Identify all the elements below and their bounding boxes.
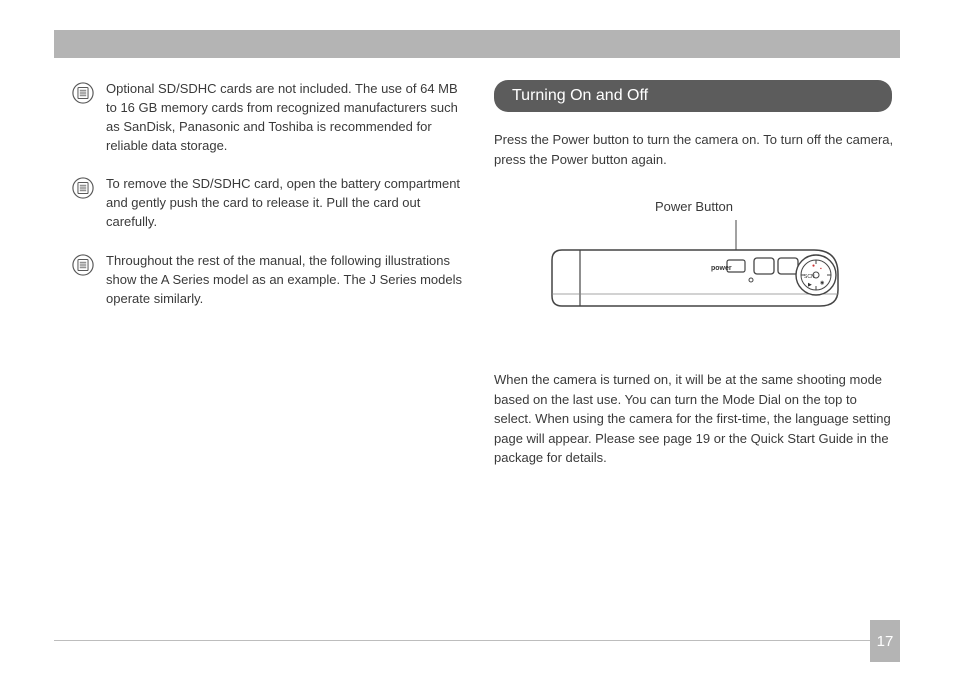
note-icon [72,254,94,276]
note-block: To remove the SD/SDHC card, open the bat… [72,175,464,232]
section-detail: When the camera is turned on, it will be… [494,370,894,468]
note-icon [72,82,94,104]
svg-text:▶: ▶ [808,282,812,288]
note-block: Throughout the rest of the manual, the f… [72,252,464,309]
note-text: Optional SD/SDHC cards are not included.… [106,80,464,155]
note-text: Throughout the rest of the manual, the f… [106,252,464,309]
right-column: Turning On and Off Press the Power butto… [494,80,894,482]
note-icon [72,177,94,199]
page-number: 17 [870,620,900,662]
svg-text:●: ● [812,263,815,269]
svg-text:SCN: SCN [804,274,815,280]
top-bar [54,30,900,58]
power-label: power [711,265,732,272]
svg-text:◉: ◉ [820,280,825,286]
camera-figure: power ● ▪ SCN ◉ ▶ [494,220,894,320]
figure-caption: Power Button [494,199,894,214]
section-intro: Press the Power button to turn the camer… [494,130,894,169]
footer-divider [54,640,876,641]
section-header: Turning On and Off [494,80,892,112]
left-column: Optional SD/SDHC cards are not included.… [72,80,464,328]
note-block: Optional SD/SDHC cards are not included.… [72,80,464,155]
camera-top-illustration: power ● ▪ SCN ◉ ▶ [544,220,844,320]
note-text: To remove the SD/SDHC card, open the bat… [106,175,464,232]
svg-text:▪: ▪ [820,266,822,272]
